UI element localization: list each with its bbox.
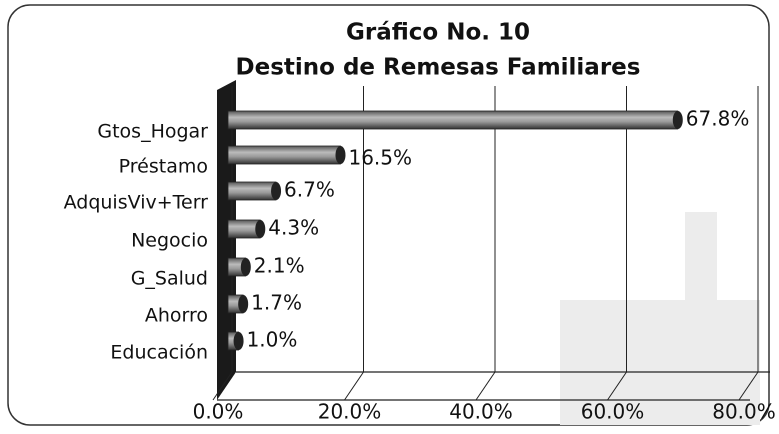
bar-cap bbox=[238, 295, 249, 313]
y-tick-label: Préstamo bbox=[119, 156, 208, 178]
grid-line bbox=[607, 371, 627, 401]
x-tick-label: 0.0% bbox=[193, 400, 244, 424]
value-label: 1.0% bbox=[247, 328, 298, 352]
value-label: 1.7% bbox=[251, 291, 302, 315]
x-tick-label: 60.0% bbox=[581, 400, 645, 424]
value-label: 67.8% bbox=[686, 107, 750, 131]
background-shade bbox=[560, 300, 760, 425]
grid-line bbox=[344, 371, 364, 401]
value-label: 2.1% bbox=[254, 254, 305, 278]
grid-line bbox=[475, 371, 496, 401]
bar-cap bbox=[335, 146, 346, 164]
background-shade bbox=[685, 212, 717, 425]
value-label: 16.5% bbox=[348, 146, 412, 170]
bar-cap bbox=[240, 258, 251, 276]
grid-line bbox=[212, 371, 233, 401]
bar bbox=[227, 145, 341, 165]
x-tick-label: 20.0% bbox=[318, 400, 382, 424]
value-label: 6.7% bbox=[284, 178, 335, 202]
bar bbox=[227, 181, 277, 201]
bar-cap bbox=[255, 220, 266, 238]
bar-cap bbox=[672, 111, 683, 129]
y-tick-label: Gtos_Hogar bbox=[97, 121, 208, 143]
bar-cap bbox=[271, 182, 282, 200]
chart-title: Gráfico No. 10 bbox=[346, 20, 530, 46]
x-tick-label: 40.0% bbox=[449, 400, 513, 424]
y-tick-label: Educación bbox=[110, 342, 208, 364]
bar bbox=[227, 110, 679, 130]
y-tick-label: AdquisViv+Terr bbox=[64, 192, 209, 214]
chart-subtitle: Destino de Remesas Familiares bbox=[236, 55, 641, 81]
bar-cap bbox=[233, 332, 244, 350]
y-tick-label: G_Salud bbox=[131, 268, 208, 290]
value-label: 4.3% bbox=[268, 216, 319, 240]
grid-line bbox=[738, 371, 759, 401]
y-tick-label: Negocio bbox=[131, 230, 208, 252]
x-tick-label: 80.0% bbox=[712, 400, 776, 424]
y-tick-label: Ahorro bbox=[145, 305, 208, 327]
